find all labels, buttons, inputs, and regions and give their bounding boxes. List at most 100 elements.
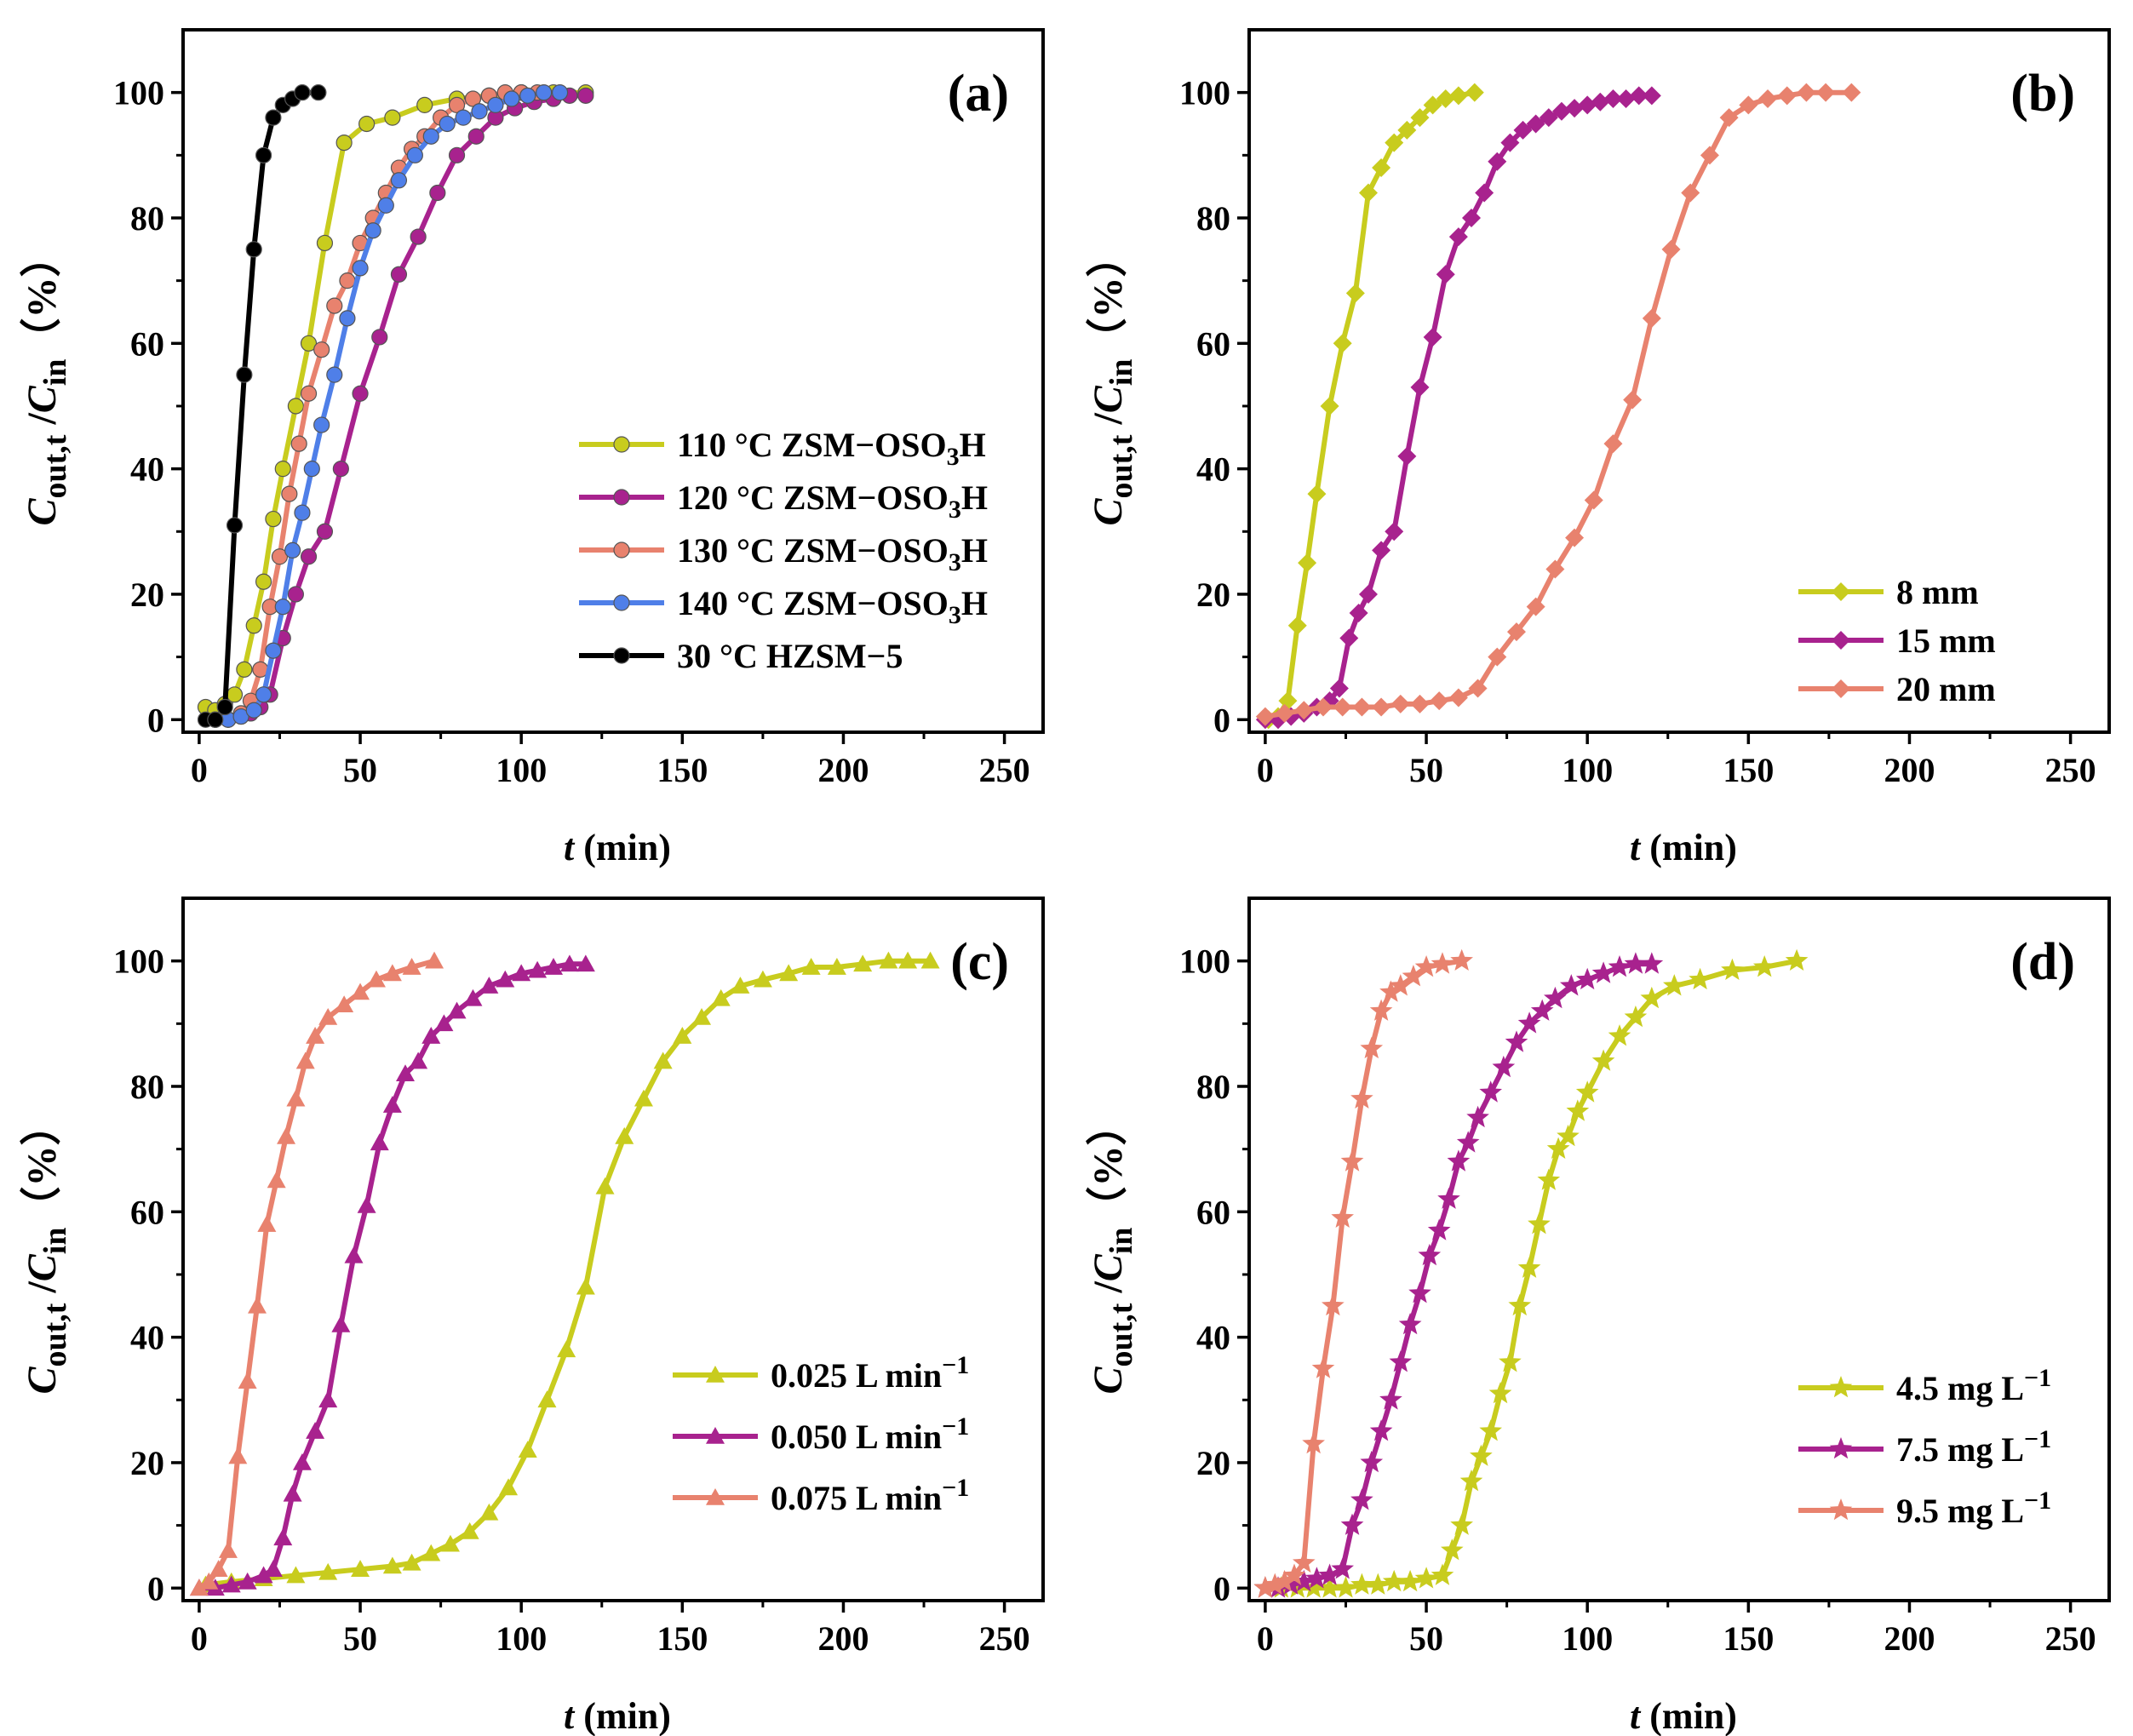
data-point: [216, 698, 233, 716]
data-point: [1427, 1218, 1451, 1240]
data-point: [265, 510, 282, 528]
data-point: [377, 197, 394, 214]
data-point: [1466, 1105, 1489, 1128]
data-point: [1752, 955, 1776, 977]
y-axis-title: Cout,t /Cin（%）: [20, 236, 73, 525]
legend-label: 7.5 mg L−1: [1896, 1425, 2051, 1469]
data-point: [255, 146, 272, 163]
data-point: [1402, 965, 1425, 987]
x-axis-title: t (min): [1630, 1695, 1737, 1736]
data-point: [536, 84, 553, 101]
chart-panel-b: 0 50 100 150 200 250 0 20 40 60 80 100 t (min) Cout,t…: [1066, 0, 2133, 868]
data-point: [390, 172, 408, 189]
data-point: [731, 977, 750, 994]
series-line: [212, 93, 588, 723]
data-point: [1603, 89, 1623, 109]
data-point: [370, 1133, 389, 1151]
data-point: [1450, 1513, 1473, 1535]
legend-marker: [613, 594, 630, 611]
data-point: [1462, 208, 1482, 227]
data-point: [382, 964, 402, 982]
y-tick-label: 80: [1196, 199, 1230, 238]
legend-marker: [1829, 1437, 1853, 1459]
legend-label: 15 mm: [1896, 622, 1996, 660]
data-point: [1331, 1557, 1354, 1579]
x-tick-label: 200: [1884, 751, 1935, 789]
series-2: [1255, 86, 1661, 730]
legend-label: 30 °C HZSM−5: [677, 637, 903, 675]
data-point: [898, 951, 918, 969]
data-point: [238, 1572, 257, 1590]
data-point: [1418, 1243, 1442, 1266]
x-axis-title: t (min): [564, 827, 671, 868]
data-point: [1307, 484, 1327, 504]
data-point: [1689, 967, 1712, 990]
data-point: [287, 398, 304, 415]
x-tick-label: 50: [343, 1619, 377, 1658]
data-point: [351, 983, 370, 1000]
legend-marker: [1832, 631, 1850, 650]
data-point: [236, 661, 253, 678]
data-point: [1700, 146, 1719, 165]
series-4: [207, 84, 569, 728]
data-point: [1488, 152, 1507, 171]
data-point: [1565, 528, 1585, 547]
data-point: [1591, 1049, 1615, 1071]
data-point: [1777, 86, 1797, 106]
data-point: [1349, 604, 1368, 623]
data-point: [189, 1578, 209, 1596]
data-point: [440, 1534, 460, 1552]
y-tick-label: 60: [1196, 324, 1230, 363]
x-tick-label: 50: [1409, 1619, 1443, 1658]
data-point: [1642, 308, 1661, 328]
data-point: [1350, 1086, 1373, 1109]
legend-label: 120 °C ZSM−OSO3H: [677, 478, 988, 524]
data-point: [1530, 999, 1554, 1021]
data-point: [1488, 1381, 1512, 1404]
data-point: [267, 1171, 286, 1189]
legend-marker: [1832, 582, 1850, 601]
data-point: [1785, 948, 1809, 971]
data-point: [1298, 553, 1317, 573]
data-point: [1345, 284, 1365, 303]
data-point: [577, 87, 594, 104]
data-point: [300, 385, 318, 402]
data-point: [396, 1064, 416, 1082]
data-point: [1389, 974, 1413, 996]
data-point: [1333, 697, 1352, 717]
x-tick-label: 250: [2045, 1619, 2096, 1658]
data-point: [1436, 265, 1455, 284]
data-point: [226, 686, 244, 703]
series-2: [1253, 952, 1664, 1598]
plot-frame: [1247, 897, 2111, 1602]
legend-marker: [706, 1427, 725, 1444]
data-point: [364, 222, 381, 239]
y-tick-label: 80: [1196, 1068, 1230, 1106]
data-point: [1372, 541, 1391, 560]
data-point: [1526, 114, 1545, 134]
data-point: [1539, 108, 1558, 128]
data-point: [1423, 95, 1442, 115]
data-point: [1322, 1293, 1345, 1316]
legend-label: 140 °C ZSM−OSO3H: [677, 584, 988, 629]
data-point: [1339, 628, 1359, 648]
legend-label: 110 °C ZSM−OSO3H: [677, 426, 986, 471]
data-point: [487, 96, 504, 113]
data-point: [382, 1096, 402, 1113]
data-point: [1382, 1569, 1406, 1592]
data-point: [1468, 679, 1488, 698]
data-point: [221, 1575, 241, 1593]
data-point: [1358, 584, 1378, 604]
data-point: [286, 1089, 306, 1107]
series-2: [189, 954, 595, 1596]
data-point: [434, 1014, 454, 1032]
data-point: [1603, 434, 1623, 454]
chart-panel-d: 0 50 100 150 200 250 0 20 40 60 80 100 t (min) Cout,t…: [1066, 868, 2133, 1736]
data-point: [879, 951, 898, 969]
data-point: [1470, 1444, 1493, 1466]
data-point: [518, 1441, 537, 1458]
x-tick-label: 50: [1409, 751, 1443, 789]
data-point: [316, 234, 334, 252]
plot-frame: [1247, 28, 2111, 734]
data-point: [1642, 86, 1661, 106]
